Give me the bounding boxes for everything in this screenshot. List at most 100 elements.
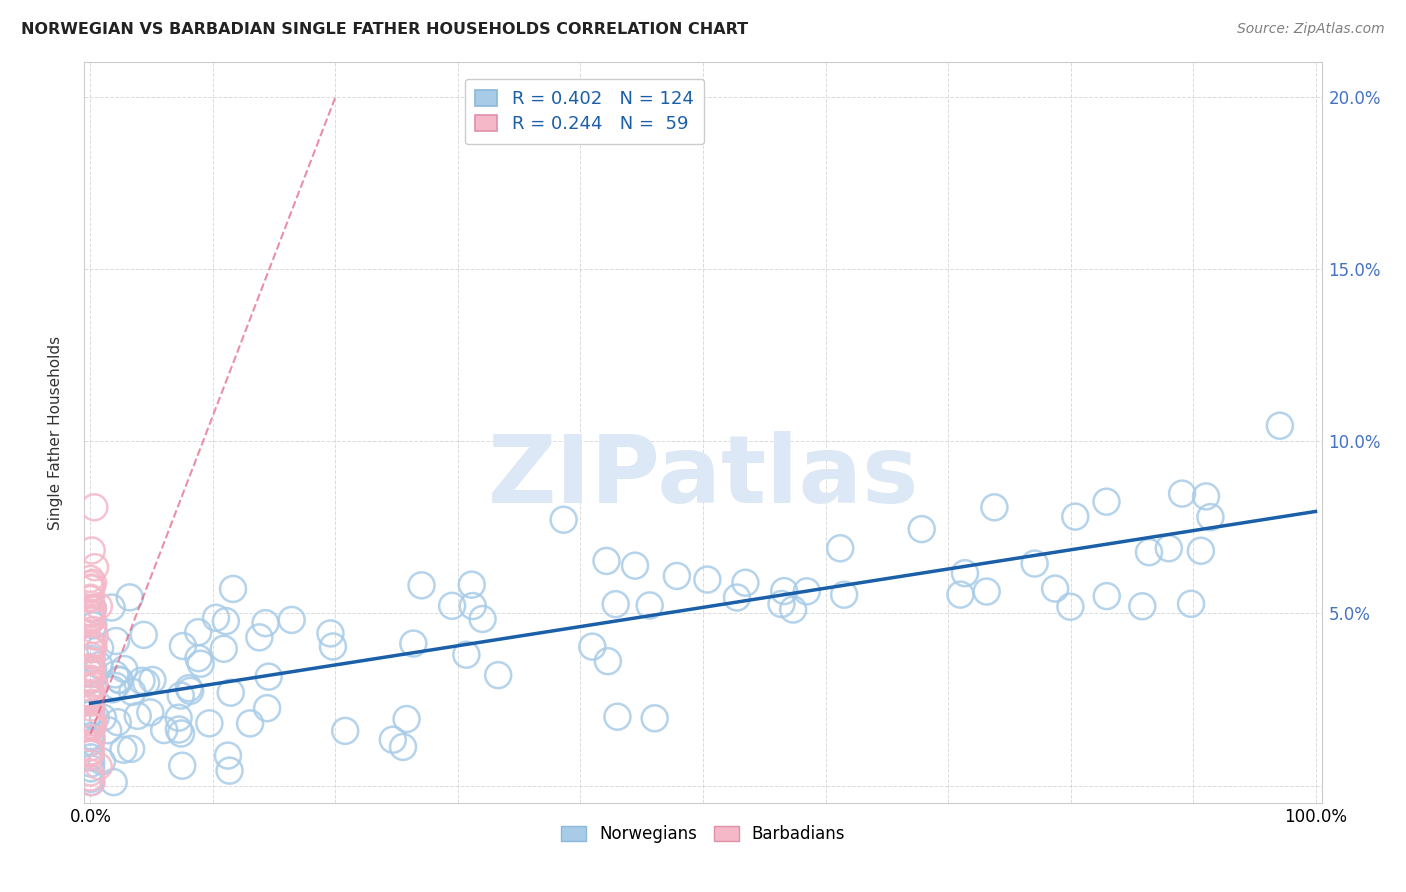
Point: [725, 591, 748, 605]
Point: [79, 745, 101, 759]
Point: [190, 657, 212, 671]
Point: [1043, 582, 1066, 596]
Point: [205, 611, 228, 625]
Point: [411, 578, 433, 592]
Point: [112, 742, 135, 756]
Point: [79, 660, 101, 674]
Point: [141, 673, 163, 687]
Point: [911, 522, 934, 536]
Point: [89, 658, 111, 673]
Text: Source: ZipAtlas.com: Source: ZipAtlas.com: [1237, 22, 1385, 37]
Point: [335, 723, 357, 738]
Point: [187, 651, 209, 665]
Point: [82, 618, 104, 632]
Point: [1130, 599, 1153, 614]
Point: [80, 711, 103, 725]
Point: [222, 582, 245, 596]
Point: [79, 672, 101, 686]
Point: [441, 599, 464, 613]
Point: [624, 558, 647, 573]
Point: [581, 640, 603, 654]
Point: [79, 746, 101, 760]
Point: [127, 709, 149, 723]
Point: [84, 560, 107, 574]
Point: [1189, 543, 1212, 558]
Point: [108, 673, 131, 688]
Point: [770, 597, 793, 611]
Point: [83, 500, 105, 515]
Point: [91, 755, 114, 769]
Legend: Norwegians, Barbadians: Norwegians, Barbadians: [554, 819, 852, 850]
Point: [87, 599, 110, 614]
Point: [170, 726, 193, 740]
Point: [80, 606, 103, 620]
Point: [80, 761, 103, 775]
Point: [1180, 597, 1202, 611]
Point: [82, 600, 104, 615]
Point: [170, 689, 193, 703]
Point: [79, 765, 101, 780]
Point: [456, 648, 478, 662]
Point: [83, 677, 105, 691]
Point: [135, 675, 157, 690]
Point: [79, 691, 101, 706]
Point: [80, 673, 103, 687]
Point: [79, 572, 101, 586]
Point: [280, 613, 302, 627]
Point: [179, 684, 201, 698]
Point: [461, 599, 484, 613]
Point: [91, 711, 114, 725]
Point: [596, 654, 619, 668]
Text: ZIPatlas: ZIPatlas: [488, 431, 918, 523]
Point: [79, 577, 101, 591]
Point: [80, 652, 103, 666]
Point: [1095, 494, 1118, 508]
Point: [239, 716, 262, 731]
Point: [80, 649, 103, 664]
Point: [319, 626, 342, 640]
Point: [80, 719, 103, 733]
Point: [82, 637, 104, 651]
Point: [80, 642, 103, 657]
Point: [606, 709, 628, 723]
Point: [215, 614, 238, 628]
Point: [79, 719, 101, 733]
Point: [644, 711, 666, 725]
Point: [198, 716, 221, 731]
Point: [395, 712, 418, 726]
Point: [80, 775, 103, 789]
Point: [80, 662, 103, 676]
Point: [82, 663, 104, 677]
Point: [83, 679, 105, 693]
Point: [80, 750, 103, 764]
Y-axis label: Single Father Households: Single Father Households: [48, 335, 63, 530]
Point: [381, 732, 404, 747]
Point: [79, 591, 101, 605]
Point: [832, 588, 855, 602]
Point: [1268, 418, 1291, 433]
Point: [118, 591, 141, 605]
Point: [172, 758, 194, 772]
Point: [80, 706, 103, 721]
Point: [595, 554, 617, 568]
Point: [121, 685, 143, 699]
Point: [212, 641, 235, 656]
Point: [112, 662, 135, 676]
Point: [79, 771, 101, 785]
Point: [218, 764, 240, 778]
Point: [392, 739, 415, 754]
Point: [1024, 557, 1046, 571]
Point: [605, 597, 627, 611]
Point: [983, 500, 1005, 515]
Point: [461, 577, 484, 591]
Point: [82, 602, 104, 616]
Point: [82, 638, 104, 652]
Point: [139, 706, 162, 720]
Point: [79, 592, 101, 607]
Point: [80, 696, 103, 710]
Point: [80, 666, 103, 681]
Point: [82, 714, 104, 729]
Point: [167, 711, 190, 725]
Text: NORWEGIAN VS BARBADIAN SINGLE FATHER HOUSEHOLDS CORRELATION CHART: NORWEGIAN VS BARBADIAN SINGLE FATHER HOU…: [21, 22, 748, 37]
Point: [104, 679, 127, 693]
